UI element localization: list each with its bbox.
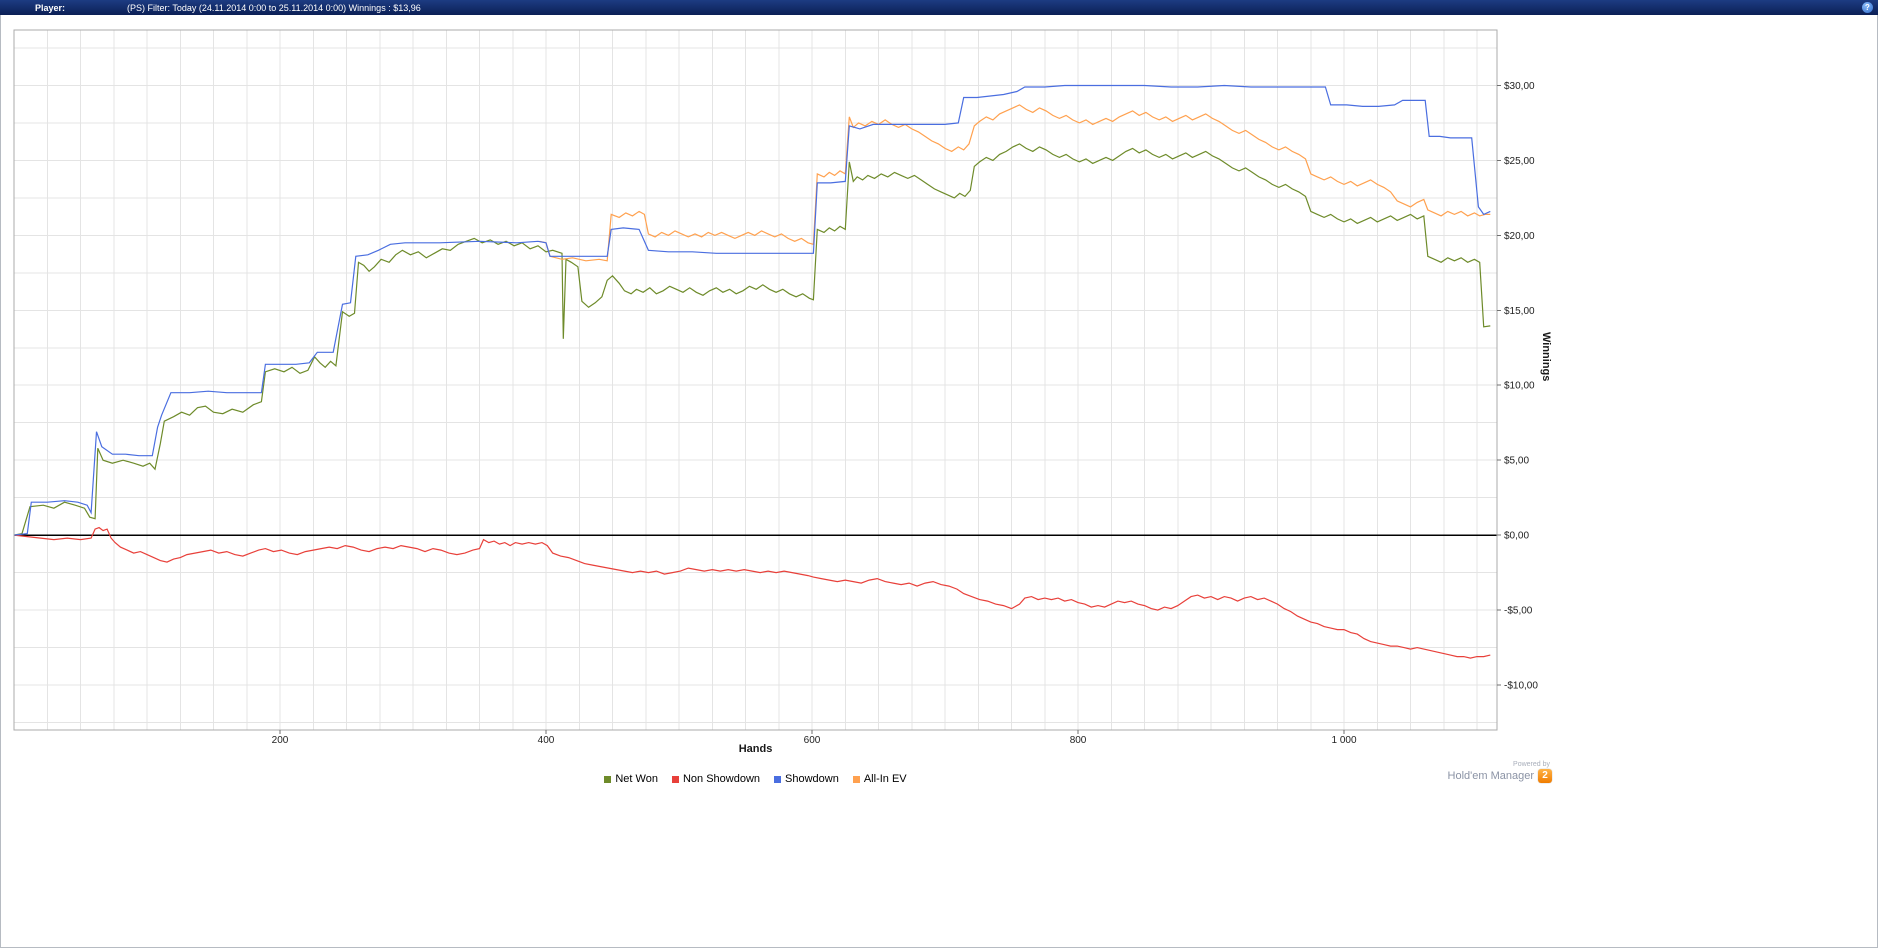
legend-label: Net Won <box>615 773 658 785</box>
x-tick-label: 1 000 <box>1332 735 1357 746</box>
y-tick-label: $20,00 <box>1504 231 1535 242</box>
y-tick-label: $5,00 <box>1504 456 1529 467</box>
help-icon[interactable]: ? <box>1862 2 1873 13</box>
x-tick-label: 400 <box>538 735 555 746</box>
brand-name: Hold'em Manager <box>1447 770 1534 782</box>
filter-summary-text: (PS) Filter: Today (24.11.2014 0:00 to 2… <box>127 2 421 13</box>
series-line-non-showdown <box>13 526 1491 659</box>
x-tick-label: 200 <box>272 735 289 746</box>
legend-swatch <box>604 775 612 783</box>
legend-swatch <box>774 775 782 783</box>
legend-item-net-won[interactable]: Net Won <box>604 773 658 785</box>
y-tick-label: -$10,00 <box>1504 681 1538 692</box>
hm2-logo-icon: 2 <box>1538 769 1552 783</box>
legend-item-showdown[interactable]: Showdown <box>774 773 839 785</box>
branding: Powered by Hold'em Manager 2 <box>1448 761 1552 783</box>
powered-by-text: Powered by <box>1513 761 1550 768</box>
legend-label: All-In EV <box>863 773 907 785</box>
y-tick-label: $10,00 <box>1504 381 1535 392</box>
series-line-showdown <box>13 84 1491 536</box>
legend-swatch <box>852 775 860 783</box>
x-tick-label: 800 <box>1070 735 1087 746</box>
y-tick-label: $25,00 <box>1504 156 1535 167</box>
chart-legend: Net Won Non Showdown Showdown All-In EV <box>14 773 1497 785</box>
plot-border <box>13 29 1498 731</box>
y-tick-label: $15,00 <box>1504 306 1535 317</box>
legend-label: Showdown <box>785 773 839 785</box>
legend-label: Non Showdown <box>682 773 761 785</box>
legend-item-non-showdown[interactable]: Non Showdown <box>671 773 761 785</box>
x-tick-label: 600 <box>804 735 821 746</box>
series-line-net-won <box>13 143 1491 536</box>
y-tick-label: $0,00 <box>1504 531 1529 542</box>
titlebar: Player: (PS) Filter: Today (24.11.2014 0… <box>0 0 1878 15</box>
legend-swatch <box>671 775 679 783</box>
legend-item-all-in-ev[interactable]: All-In EV <box>852 773 907 785</box>
x-axis-title: Hands <box>738 743 773 755</box>
y-tick-label: -$5,00 <box>1504 606 1533 617</box>
y-tick-label: $30,00 <box>1504 81 1535 92</box>
player-label: Player: <box>35 2 66 13</box>
series-line-all-in-ev <box>539 104 1491 262</box>
y-axis-title: Winnings <box>1540 332 1552 382</box>
